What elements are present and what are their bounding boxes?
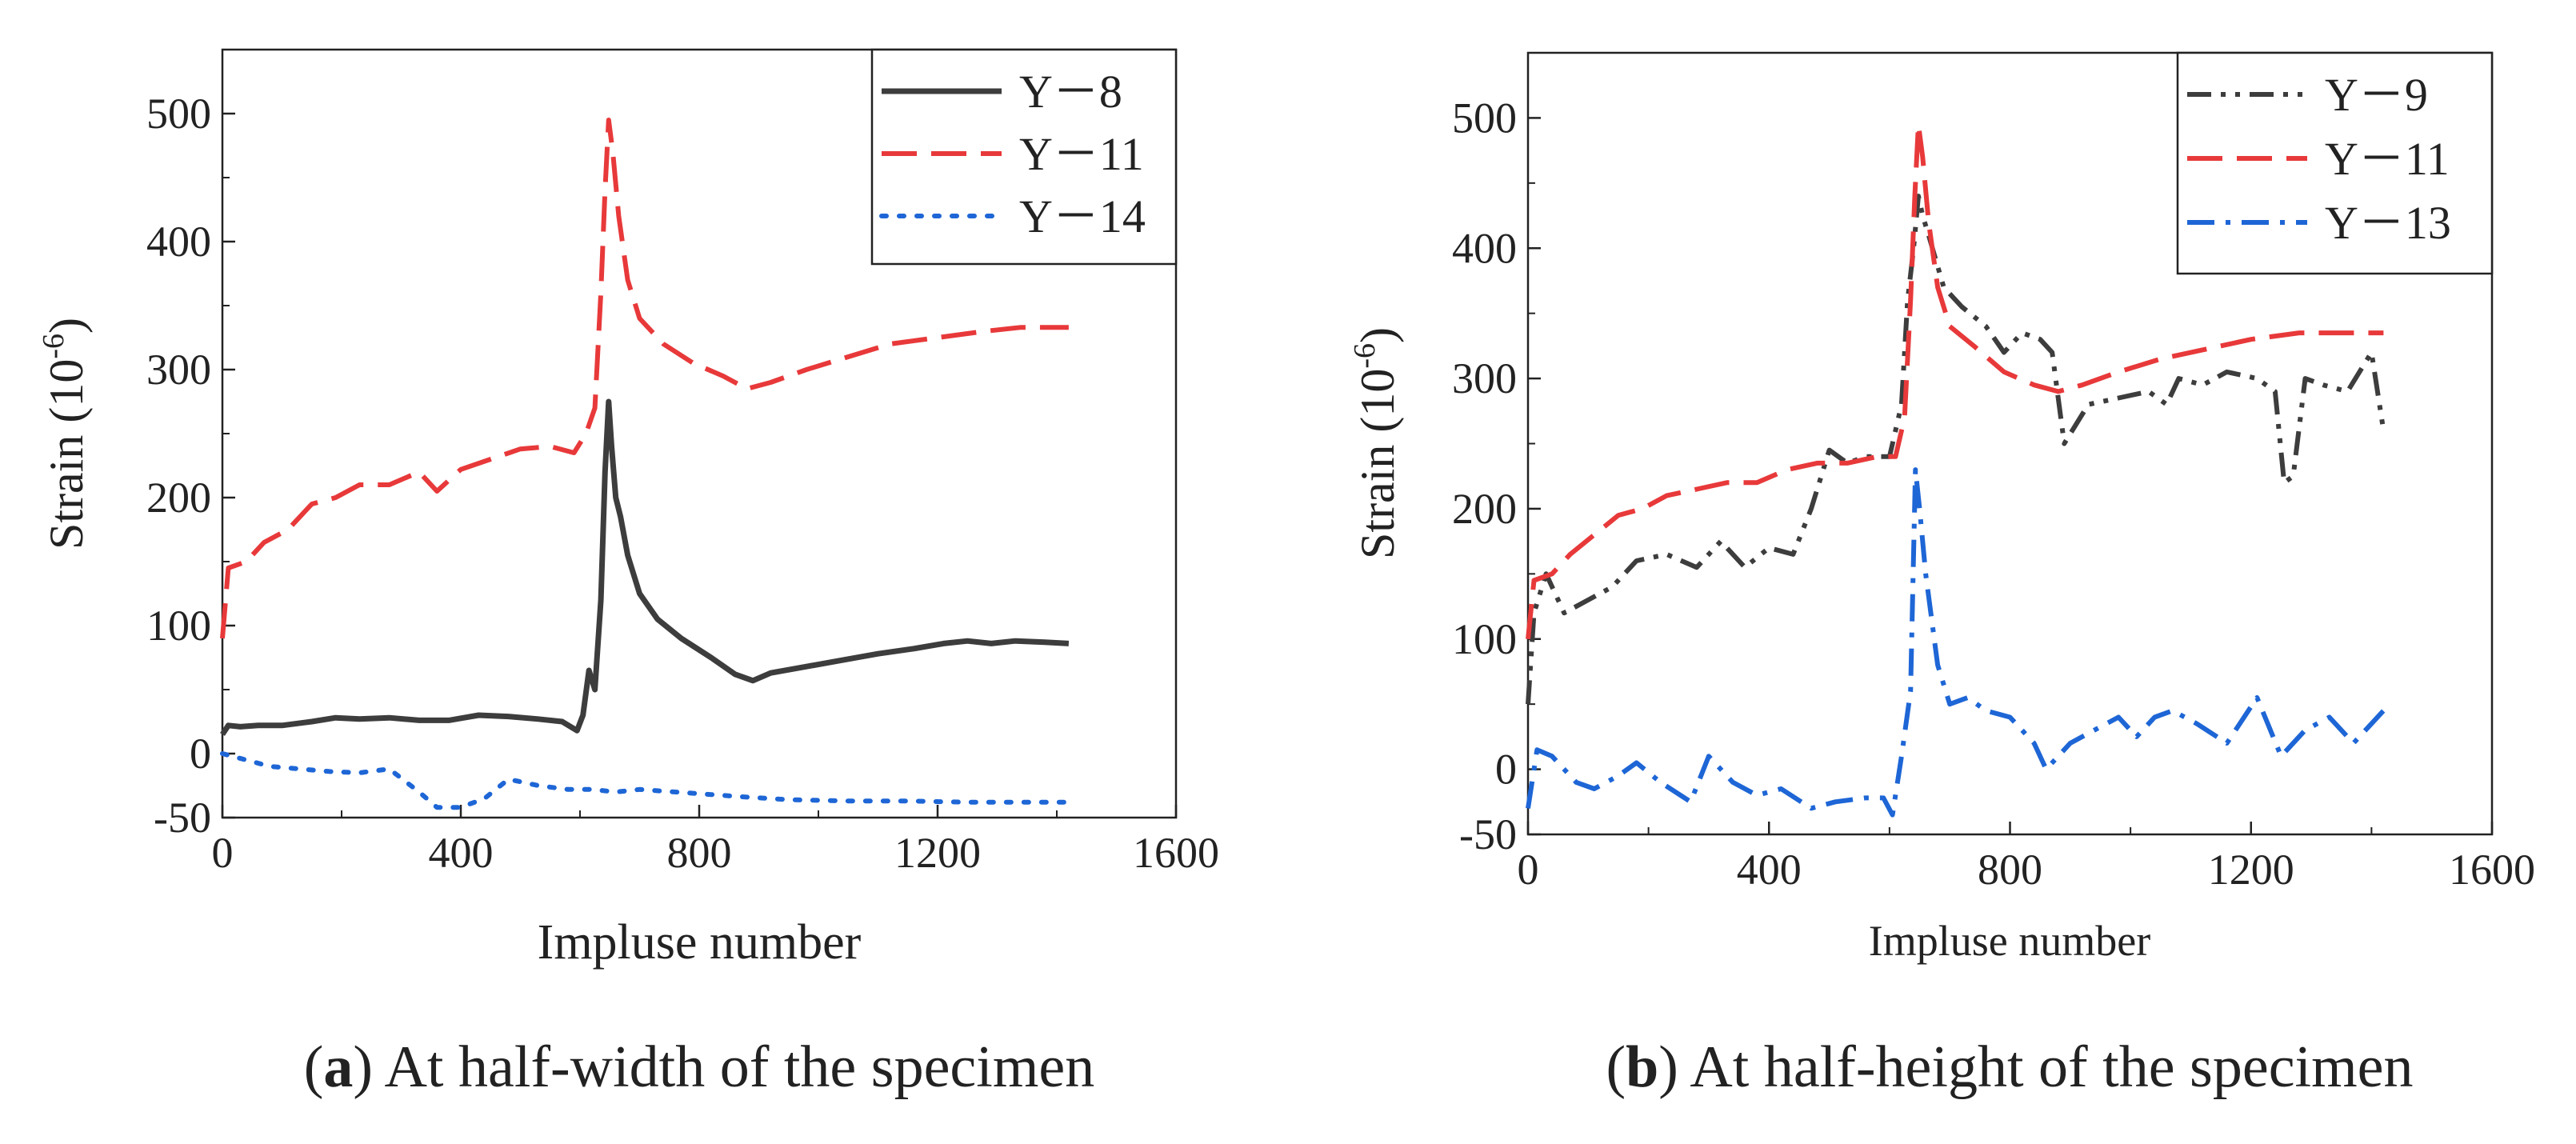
x-tick-label: 1600 xyxy=(1133,829,1219,877)
x-tick-label: 0 xyxy=(212,829,234,877)
x-tick-label: 1200 xyxy=(894,829,981,877)
y-axis-label-a: Strain (10-6) xyxy=(37,318,93,550)
series-group-a xyxy=(220,118,1071,810)
y-axis-label-main-a: Strain (10 xyxy=(40,359,93,550)
y-tick-label: 0 xyxy=(190,730,211,778)
series-group-b xyxy=(1526,122,2386,818)
x-axis-label-b: Impluse number xyxy=(1869,917,2150,965)
caption-a: (a) At half-width of the specimen xyxy=(304,1034,1094,1100)
y-tick-label: -50 xyxy=(154,794,211,842)
x-tick-label: 400 xyxy=(1737,846,1802,894)
y-tick-label: 0 xyxy=(1495,746,1517,794)
series-line-a-1 xyxy=(220,398,1070,736)
legend-label: Y－11 xyxy=(1019,128,1144,180)
caption-text-b: At half-height of the specimen xyxy=(1690,1034,2413,1100)
y-tick-label: 200 xyxy=(1452,485,1517,533)
y-tick-label: 500 xyxy=(1452,94,1517,142)
legend-label: Y－11 xyxy=(2325,133,2450,185)
series-line-b-2 xyxy=(1526,122,2384,640)
y-tick-label: -50 xyxy=(1459,810,1517,858)
y-axis-label-main-b: Strain (10 xyxy=(1351,369,1404,559)
x-tick-label: 0 xyxy=(1518,846,1539,894)
y-axis-label-end-a: ) xyxy=(40,318,93,334)
series-line-b-1 xyxy=(1526,194,2386,705)
x-tick-label: 1200 xyxy=(2208,846,2294,894)
y-tick-label: 100 xyxy=(146,602,211,650)
x-tick-label: 800 xyxy=(1978,846,2042,894)
y-tick-label: 300 xyxy=(1452,354,1517,402)
y-tick-label: 500 xyxy=(146,90,211,138)
y-tick-label: 400 xyxy=(146,218,211,266)
x-tick-label: 800 xyxy=(667,829,732,877)
legend-box-a xyxy=(870,48,1178,266)
x-tick-label: 1600 xyxy=(2449,846,2535,894)
y-axis-label-end-b: ) xyxy=(1351,327,1404,343)
y-tick-label: 100 xyxy=(1452,615,1517,663)
legend-label: Y－8 xyxy=(1019,66,1122,118)
x-tick-label: 400 xyxy=(429,829,494,877)
y-tick-label: 300 xyxy=(146,346,211,394)
legend-label: Y－13 xyxy=(2325,197,2451,249)
y-axis-label-sup-a: -6 xyxy=(37,334,70,359)
x-axis-label-a: Impluse number xyxy=(538,915,862,970)
legend-box-b xyxy=(2176,51,2494,275)
legend-label: Y－14 xyxy=(1019,190,1146,242)
legend-items-b: Y－9 Y－11 Y－13 xyxy=(2187,69,2451,249)
caption-b: (b) At half-height of the specimen xyxy=(1606,1034,2413,1100)
y-axis-label-sup-b: -6 xyxy=(1348,343,1382,369)
legend-b: Y－9 Y－11 Y－13 xyxy=(2176,51,2494,275)
y-tick-label: 200 xyxy=(146,474,211,522)
legend-a: Y－8 Y－11 Y－14 xyxy=(870,48,1178,266)
caption-letter-b: b xyxy=(1626,1034,1658,1100)
caption-letter-a: a xyxy=(323,1034,353,1100)
series-line-a-3 xyxy=(220,751,1071,810)
legend-label: Y－9 xyxy=(2325,69,2428,121)
series-line-a-2 xyxy=(220,118,1069,639)
y-tick-label: 400 xyxy=(1452,224,1517,272)
caption-text-a: At half-width of the specimen xyxy=(384,1034,1094,1100)
legend-items-a: Y－8 Y－11 Y－14 xyxy=(879,66,1146,242)
series-line-b-3 xyxy=(1526,467,2386,818)
y-axis-label-b: Strain (10-6) xyxy=(1348,327,1404,559)
